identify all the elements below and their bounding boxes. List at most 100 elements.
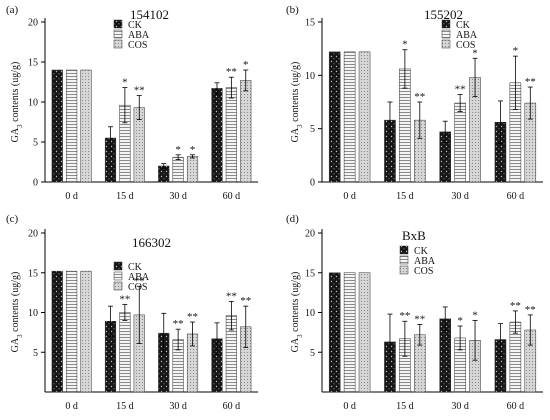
y-tick-label: 20 bbox=[28, 18, 38, 29]
bar-ABA-0d bbox=[343, 272, 356, 393]
bar-CK-0d bbox=[328, 51, 341, 183]
significance-marker: ** bbox=[399, 310, 410, 322]
y-tick-label: 20 bbox=[305, 229, 315, 240]
y-axis-label-subscript: 3 bbox=[296, 334, 304, 338]
legend-swatch-COS bbox=[113, 281, 123, 291]
y-tick-label: 10 bbox=[28, 98, 38, 109]
significance-marker: ** bbox=[525, 304, 536, 316]
x-tick-label: 0 d bbox=[343, 191, 356, 202]
x-tick-label: 60 d bbox=[223, 191, 241, 202]
panel-c: (c) 166302 5 10 15 20 GA3 contents (ug/g) 0 d **… bbox=[6, 213, 258, 412]
panel-title: BxB bbox=[402, 228, 426, 243]
x-tick-label: 30 d bbox=[451, 191, 469, 202]
y-axis-label-subscript: 3 bbox=[16, 124, 24, 128]
legend-swatch-COS bbox=[113, 39, 123, 49]
y-tick-label: 15 bbox=[305, 268, 315, 279]
significance-marker: * bbox=[402, 39, 408, 51]
y-tick-label: 5 bbox=[310, 348, 315, 359]
x-tick-label: 0 d bbox=[65, 191, 78, 202]
y-tick-label: 5 bbox=[33, 138, 38, 149]
legend-swatch-CK bbox=[399, 245, 409, 255]
legend-swatch-ABA bbox=[441, 29, 451, 39]
bar-CK-0d bbox=[51, 69, 63, 183]
legend-label-COS: COS bbox=[128, 282, 147, 293]
y-tick-label: 0 bbox=[33, 178, 38, 189]
legend-label-COS: COS bbox=[414, 266, 433, 277]
significance-marker: * bbox=[190, 144, 196, 156]
y-tick-label: 15 bbox=[305, 18, 315, 29]
panel-a: (a) 154102 0 5 10 15 20 GA3 contents (ug/g) 0 d *… bbox=[6, 4, 258, 202]
x-tick-label: 30 d bbox=[451, 401, 469, 412]
significance-marker: ** bbox=[510, 300, 521, 312]
panel-title: 166302 bbox=[132, 235, 171, 250]
legend-swatch-ABA bbox=[399, 255, 409, 265]
legend-swatch-CK bbox=[441, 19, 451, 29]
legend-label-ABA: ABA bbox=[128, 30, 150, 41]
significance-marker: ** bbox=[226, 66, 237, 78]
panel-tag: (a) bbox=[6, 4, 19, 16]
bar-COS-0d bbox=[358, 272, 371, 393]
panel-title: 154102 bbox=[130, 7, 169, 22]
legend-swatch-COS bbox=[399, 265, 409, 275]
bar-COS-30d bbox=[186, 156, 199, 183]
y-axis-label-subscript: 3 bbox=[16, 334, 24, 338]
legend-swatch-ABA bbox=[113, 29, 123, 39]
y-axis-label: GA3 contents (ug/g) bbox=[290, 272, 304, 353]
y-tick-label: 15 bbox=[28, 58, 38, 69]
x-tick-label: 15 d bbox=[116, 191, 134, 202]
x-tick-label: 15 d bbox=[396, 401, 414, 412]
bar-CK-60d bbox=[211, 88, 223, 183]
significance-marker: * bbox=[457, 315, 463, 327]
bar-ABA-60d bbox=[225, 87, 237, 183]
legend-label-ABA: ABA bbox=[456, 30, 478, 41]
y-axis-label-subscript: 3 bbox=[296, 124, 304, 128]
bar-ABA-0d bbox=[66, 69, 78, 183]
legend-label-ABA: ABA bbox=[414, 256, 436, 267]
y-axis-label-suffix: contents (ug/g) bbox=[10, 62, 21, 125]
y-axis-label-prefix: GA bbox=[10, 337, 21, 352]
significance-marker: ** bbox=[455, 84, 466, 96]
y-tick-label: 10 bbox=[305, 308, 315, 319]
significance-marker: ** bbox=[414, 91, 425, 103]
significance-marker: * bbox=[513, 45, 519, 57]
y-tick-label: 0 bbox=[310, 178, 315, 189]
panel-tag: (c) bbox=[6, 213, 19, 225]
panel-title: 155202 bbox=[424, 7, 463, 22]
x-tick-label: 0 d bbox=[343, 401, 356, 412]
significance-marker: * bbox=[472, 47, 478, 59]
legend-label-CK: CK bbox=[128, 262, 143, 273]
legend-swatch-ABA bbox=[113, 271, 123, 281]
legend-swatch-CK bbox=[113, 19, 123, 29]
y-axis-label-suffix: contents (ug/g) bbox=[10, 272, 21, 335]
x-tick-label: 60 d bbox=[507, 191, 525, 202]
y-tick-label: 5 bbox=[33, 348, 38, 359]
legend-label-CK: CK bbox=[128, 20, 143, 31]
y-axis-label-suffix: contents (ug/g) bbox=[290, 272, 301, 335]
significance-marker: ** bbox=[134, 85, 145, 97]
y-axis-label: GA3 contents (ug/g) bbox=[10, 272, 24, 353]
significance-marker: ** bbox=[119, 294, 130, 306]
x-tick-label: 30 d bbox=[169, 191, 187, 202]
y-axis-label-prefix: GA bbox=[290, 337, 301, 352]
x-tick-label: 60 d bbox=[223, 401, 241, 412]
y-axis-label: GA3 contents (ug/g) bbox=[290, 62, 304, 143]
panel-tag: (b) bbox=[286, 4, 299, 16]
significance-marker: * bbox=[175, 144, 181, 156]
significance-marker: * bbox=[472, 309, 478, 321]
legend-label-CK: CK bbox=[414, 246, 429, 257]
significance-marker: ** bbox=[525, 76, 536, 88]
bar-CK-0d bbox=[328, 272, 341, 393]
legend-swatch-COS bbox=[441, 39, 451, 49]
y-tick-label: 10 bbox=[305, 71, 315, 82]
significance-marker: * bbox=[122, 77, 128, 89]
y-axis-label-suffix: contents (ug/g) bbox=[290, 62, 301, 125]
significance-marker: ** bbox=[414, 313, 425, 325]
